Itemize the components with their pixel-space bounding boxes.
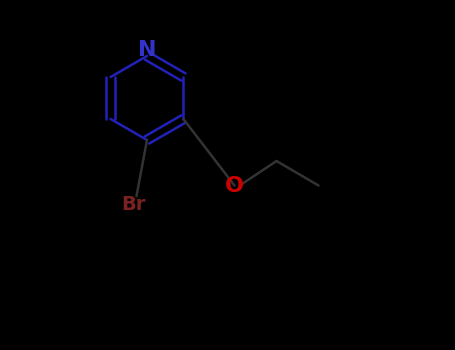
Text: O: O [225,175,244,196]
Text: N: N [138,40,156,60]
Text: Br: Br [121,195,145,214]
